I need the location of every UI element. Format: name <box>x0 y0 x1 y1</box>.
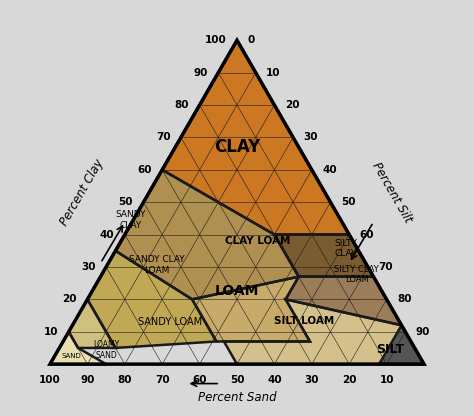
Text: SANDY CLAY
LOAM: SANDY CLAY LOAM <box>129 255 184 275</box>
Polygon shape <box>274 235 374 277</box>
Text: 90: 90 <box>193 68 208 78</box>
Text: 30: 30 <box>81 262 96 272</box>
Text: 90: 90 <box>416 327 430 337</box>
Text: 60: 60 <box>360 230 374 240</box>
Text: 20: 20 <box>63 295 77 305</box>
Text: CLAY: CLAY <box>214 138 260 156</box>
Text: 20: 20 <box>285 100 300 110</box>
Polygon shape <box>162 40 349 235</box>
Text: Percent Silt: Percent Silt <box>370 160 415 225</box>
Polygon shape <box>87 251 217 348</box>
Text: 70: 70 <box>155 375 170 385</box>
Text: 30: 30 <box>305 375 319 385</box>
Text: SILT: SILT <box>376 343 404 356</box>
Text: 80: 80 <box>118 375 132 385</box>
Text: 70: 70 <box>156 132 171 142</box>
Text: 40: 40 <box>100 230 114 240</box>
Text: LOAMY
SAND: LOAMY SAND <box>93 340 119 359</box>
Polygon shape <box>69 300 116 348</box>
Text: LOAM: LOAM <box>215 284 259 298</box>
Text: 10: 10 <box>44 327 58 337</box>
Text: SAND: SAND <box>62 353 81 359</box>
Polygon shape <box>379 325 424 364</box>
Text: 70: 70 <box>378 262 393 272</box>
Text: 0: 0 <box>247 35 255 45</box>
Text: CLAY LOAM: CLAY LOAM <box>225 236 290 246</box>
Text: 30: 30 <box>303 132 318 142</box>
Polygon shape <box>50 332 106 364</box>
Text: 100: 100 <box>39 375 61 385</box>
Polygon shape <box>116 40 237 251</box>
Text: 10: 10 <box>266 68 281 78</box>
Text: 40: 40 <box>267 375 282 385</box>
Text: SANDY LOAM: SANDY LOAM <box>137 317 202 327</box>
Text: SILT LOAM: SILT LOAM <box>274 316 335 326</box>
Text: 10: 10 <box>379 375 394 385</box>
Text: 20: 20 <box>342 375 356 385</box>
Text: 100: 100 <box>205 35 227 45</box>
Text: 40: 40 <box>322 165 337 175</box>
Text: SILTY CLAY
LOAM: SILTY CLAY LOAM <box>334 265 379 284</box>
Text: 50: 50 <box>118 197 133 207</box>
Text: 50: 50 <box>230 375 244 385</box>
Text: 80: 80 <box>397 295 411 305</box>
Polygon shape <box>286 277 401 325</box>
Text: 60: 60 <box>137 165 152 175</box>
Text: 50: 50 <box>341 197 356 207</box>
Text: SANDY
CLAY: SANDY CLAY <box>115 210 146 230</box>
Text: 60: 60 <box>192 375 207 385</box>
Polygon shape <box>116 170 299 300</box>
Text: SILTY
CLAY: SILTY CLAY <box>334 238 357 258</box>
Polygon shape <box>192 277 310 342</box>
Text: 80: 80 <box>174 100 189 110</box>
Text: Percent Sand: Percent Sand <box>198 391 276 404</box>
Text: Percent Clay: Percent Clay <box>57 156 106 228</box>
Polygon shape <box>274 235 374 277</box>
Text: 90: 90 <box>80 375 95 385</box>
Polygon shape <box>224 300 424 364</box>
